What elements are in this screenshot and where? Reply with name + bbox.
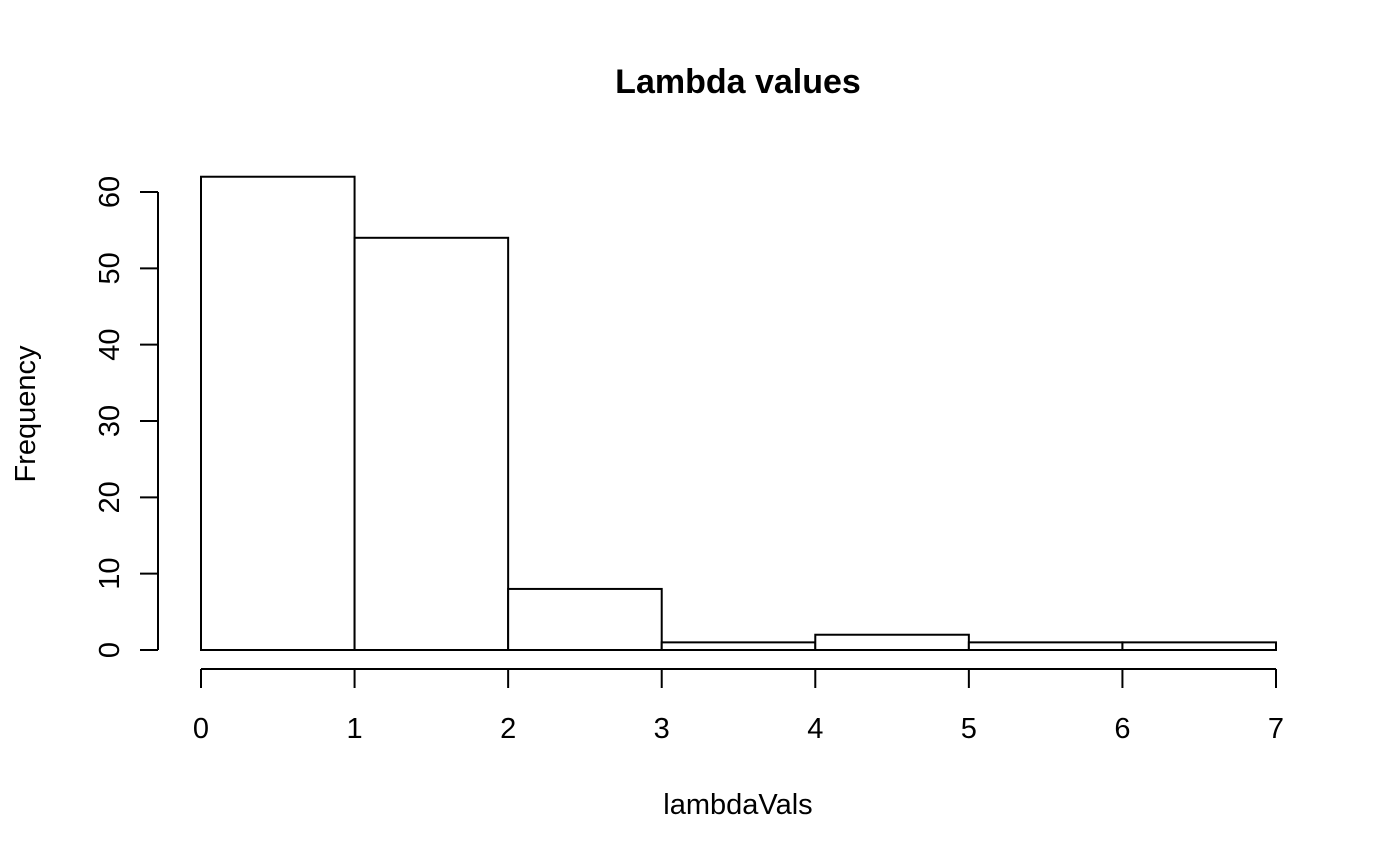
y-axis: 0 10 20 30 40 50 60 — [94, 176, 159, 658]
histogram-bars — [200, 175, 1278, 652]
y-tick-label-5: 50 — [94, 252, 126, 284]
histogram-bar-5 — [967, 641, 1124, 651]
y-tick-label-4: 40 — [94, 329, 126, 361]
y-axis-label: Frequency — [10, 345, 42, 483]
x-tick-label-0: 0 — [193, 713, 209, 745]
x-tick-label-7: 7 — [1268, 713, 1284, 745]
histogram-bar-6 — [1121, 641, 1278, 651]
x-tick-label-5: 5 — [961, 713, 977, 745]
histogram-bar-0 — [200, 175, 356, 651]
x-tick-label-1: 1 — [347, 713, 363, 745]
y-tick-label-2: 20 — [94, 481, 126, 513]
y-tick-label-0: 0 — [94, 642, 126, 658]
x-tick-label-4: 4 — [807, 713, 823, 745]
histogram-bar-3 — [660, 641, 817, 651]
y-tick-label-3: 30 — [94, 405, 126, 437]
y-tick-label-6: 60 — [94, 176, 126, 208]
x-tick-label-6: 6 — [1114, 713, 1130, 745]
histogram-bar-1 — [353, 236, 510, 652]
x-axis-label: lambdaVals — [663, 789, 812, 821]
chart-title: Lambda values — [615, 63, 861, 101]
y-tick-label-1: 10 — [94, 558, 126, 590]
x-axis: 0 1 2 3 4 5 6 7 — [193, 668, 1284, 745]
x-tick-label-3: 3 — [654, 713, 670, 745]
x-tick-label-2: 2 — [500, 713, 516, 745]
histogram-bar-4 — [814, 633, 970, 652]
histogram-bar-2 — [507, 587, 663, 652]
